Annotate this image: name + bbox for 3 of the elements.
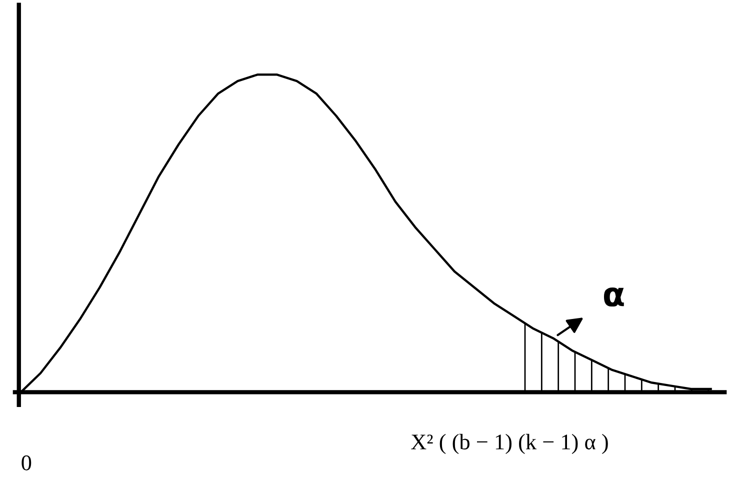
text: X² ( (b − 1) (k − 1) α ) <box>411 434 608 454</box>
annotation: α <box>604 287 624 307</box>
text: 0 <box>22 455 32 470</box>
